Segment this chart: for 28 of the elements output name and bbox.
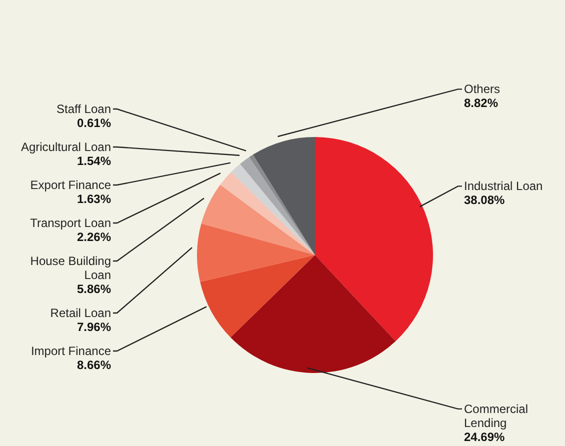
data-label: 7.96% <box>76 320 112 334</box>
slice-label: Others <box>464 82 500 96</box>
slice-label: Import Finance <box>30 344 112 358</box>
pie-slice <box>201 184 315 255</box>
pie-slice <box>220 172 315 255</box>
data-label: 0.61% <box>76 116 112 130</box>
slice-label: House Building Loan <box>30 254 111 282</box>
data-label: 24.69% <box>464 430 506 444</box>
data-label: 8.66% <box>76 358 112 372</box>
pie-slice <box>231 164 315 255</box>
data-label: 1.63% <box>76 192 112 206</box>
pie-slice <box>315 137 433 342</box>
pie-slice <box>200 255 315 338</box>
slice-label: Retail Loan <box>50 306 111 320</box>
data-label: 8.82% <box>464 96 498 110</box>
pie-slice <box>197 223 315 282</box>
data-label: 2.26% <box>76 230 112 244</box>
slice-label: Staff Loan <box>56 102 111 116</box>
slice-label: Transport Loan <box>30 216 111 230</box>
pie-slice <box>252 137 315 255</box>
slice-label: Industrial Loan <box>464 179 543 194</box>
slice-label: Commercial Lending <box>464 402 528 430</box>
data-label: 1.54% <box>76 154 112 168</box>
data-label: 5.86% <box>76 282 112 296</box>
data-label: 38.08% <box>464 193 506 208</box>
slice-label: Agricultural Loan <box>20 140 111 154</box>
pie-slice <box>230 255 396 373</box>
slice-label: Export Finance <box>30 178 112 192</box>
